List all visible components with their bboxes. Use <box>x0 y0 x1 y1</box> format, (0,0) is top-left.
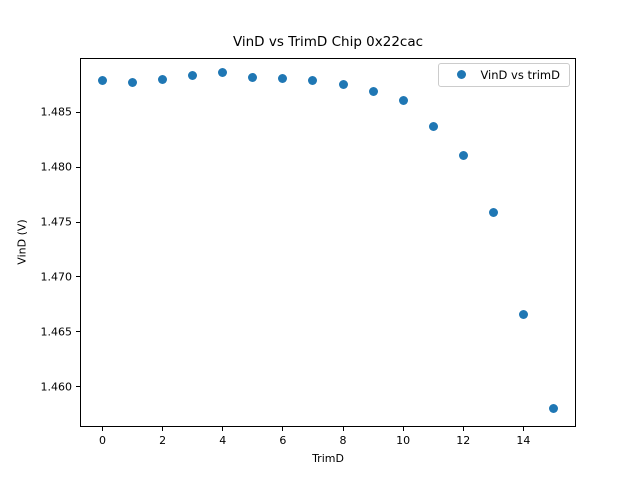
y-tick <box>76 166 80 168</box>
y-tick-label: 1.480 <box>40 160 73 174</box>
chart-title: VinD vs TrimD Chip 0x22cac <box>232 34 424 50</box>
x-tick-label: 0 <box>99 434 107 448</box>
y-tick <box>76 386 80 388</box>
scatter-point <box>308 75 318 85</box>
legend-marker-icon <box>456 70 466 80</box>
x-tick <box>222 427 224 432</box>
plot-area: VinD vs trimD <box>80 57 576 428</box>
scatter-point <box>98 75 108 85</box>
y-tick <box>76 276 80 278</box>
x-tick <box>162 427 164 432</box>
x-tick-label: 6 <box>279 434 287 448</box>
x-tick <box>522 427 524 432</box>
scatter-point <box>338 79 348 89</box>
scatter-point <box>458 151 468 161</box>
scatter-point <box>248 72 258 82</box>
legend-label: VinD vs trimD <box>480 67 560 82</box>
x-tick <box>462 427 464 432</box>
x-axis-label: TrimD <box>312 452 344 465</box>
scatter-point <box>218 68 228 78</box>
legend: VinD vs trimD <box>438 62 570 87</box>
x-tick-label: 12 <box>456 434 471 448</box>
scatter-point <box>398 95 408 105</box>
x-tick-label: 2 <box>159 434 167 448</box>
x-tick <box>102 427 104 432</box>
x-tick-label: 14 <box>516 434 531 448</box>
x-tick-label: 8 <box>339 434 347 448</box>
y-tick-label: 1.460 <box>40 380 73 394</box>
scatter-point <box>188 71 198 81</box>
scatter-point <box>278 73 288 83</box>
scatter-point <box>518 310 528 320</box>
y-tick <box>76 331 80 333</box>
legend-handle <box>448 70 474 80</box>
scatter-point <box>488 207 498 217</box>
scatter-point <box>128 77 138 87</box>
x-tick-label: 10 <box>396 434 411 448</box>
y-tick-label: 1.465 <box>40 325 73 339</box>
y-tick-label: 1.485 <box>40 105 73 119</box>
x-tick-label: 4 <box>219 434 227 448</box>
x-tick <box>282 427 284 432</box>
y-tick-label: 1.475 <box>40 215 73 229</box>
scatter-point <box>158 74 168 84</box>
y-tick-label: 1.470 <box>40 270 73 284</box>
y-tick <box>76 111 80 113</box>
y-tick <box>76 221 80 223</box>
scatter-point <box>548 403 558 413</box>
scatter-point <box>368 86 378 96</box>
x-tick <box>342 427 344 432</box>
x-tick <box>402 427 404 432</box>
y-axis-label: VinD (V) <box>15 219 29 265</box>
scatter-point <box>428 122 438 132</box>
